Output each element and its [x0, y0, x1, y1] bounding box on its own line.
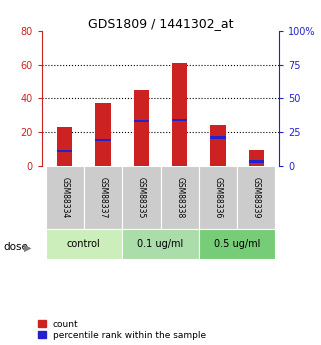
Legend: count, percentile rank within the sample: count, percentile rank within the sample — [37, 319, 207, 341]
Title: GDS1809 / 1441302_at: GDS1809 / 1441302_at — [88, 17, 233, 30]
Bar — [249, 150, 264, 166]
Bar — [95, 139, 111, 141]
Text: control: control — [67, 239, 101, 249]
Bar — [95, 104, 111, 166]
Text: ▶: ▶ — [24, 243, 31, 252]
Text: GSM88338: GSM88338 — [175, 177, 184, 218]
Text: GSM88336: GSM88336 — [213, 177, 222, 218]
Bar — [210, 136, 226, 139]
Bar — [84, 166, 122, 229]
Text: dose: dose — [3, 242, 28, 252]
Bar — [46, 229, 122, 259]
Bar — [199, 229, 275, 259]
Bar — [122, 229, 199, 259]
Bar — [57, 149, 72, 152]
Bar — [160, 166, 199, 229]
Bar — [122, 166, 160, 229]
Bar — [172, 63, 187, 166]
Bar — [134, 120, 149, 122]
Bar — [249, 160, 264, 163]
Bar — [134, 90, 149, 166]
Bar — [199, 166, 237, 229]
Bar — [237, 166, 275, 229]
Bar — [57, 127, 72, 166]
Text: GSM88335: GSM88335 — [137, 177, 146, 218]
Text: GSM88337: GSM88337 — [99, 177, 108, 218]
Bar — [210, 125, 226, 166]
Text: GSM88339: GSM88339 — [252, 177, 261, 218]
Text: 0.5 ug/ml: 0.5 ug/ml — [214, 239, 260, 249]
Bar — [172, 119, 187, 121]
Bar — [46, 166, 84, 229]
Text: GSM88334: GSM88334 — [60, 177, 69, 218]
Text: 0.1 ug/ml: 0.1 ug/ml — [137, 239, 184, 249]
